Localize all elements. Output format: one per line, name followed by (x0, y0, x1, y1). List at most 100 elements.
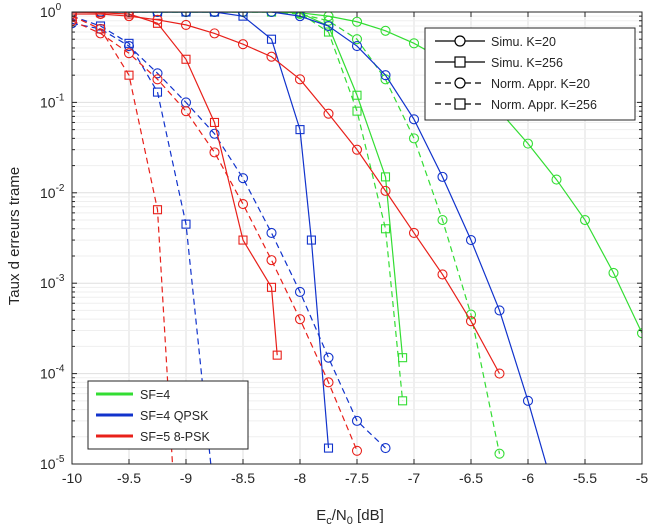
data-point (209, 128, 220, 139)
data-point (522, 395, 534, 406)
data-point (266, 255, 277, 266)
data-point (398, 396, 408, 406)
data-point (494, 448, 505, 459)
data-point (380, 185, 391, 196)
data-point (266, 227, 277, 238)
color-legend-label: SF=4 (140, 388, 170, 402)
x-axis-label: Ec/N0 [dB] (316, 507, 384, 525)
data-point (95, 24, 106, 34)
style-legend-label: Norm. Appr. K=256 (491, 98, 597, 112)
data-point (152, 74, 163, 85)
data-point (494, 305, 505, 316)
data-point (351, 34, 363, 45)
data-point (494, 368, 505, 379)
data-point (294, 12, 306, 22)
x-tick-label: -9 (180, 470, 193, 486)
ticks: -10 -9.5 -9 -8.5 -8 -7.5 -7 -6.5 -6 -5.5 -5 10-5 10-… (40, 2, 648, 486)
y-tick-label: 100 (40, 2, 62, 20)
data-point (181, 54, 191, 64)
data-point (237, 199, 249, 210)
data-point (351, 415, 363, 426)
x-tick-label: -7.5 (345, 470, 369, 486)
data-point (123, 48, 135, 59)
series-sf-5-8-psk-circle-dashed (72, 15, 363, 456)
data-point (352, 90, 362, 100)
style-legend-marker (454, 35, 466, 47)
series-layer (72, 12, 642, 464)
series-line (72, 12, 547, 464)
x-tick-label: -7 (408, 470, 421, 486)
x-tick-label: -5 (636, 470, 649, 486)
y-tick-label: 10-1 (40, 92, 65, 110)
color-legend-label: SF=5 8-PSK (140, 430, 210, 444)
x-tick-label: -5.5 (573, 470, 597, 486)
series-line (72, 22, 386, 449)
data-point (152, 12, 163, 17)
series-line (72, 12, 330, 449)
series-line (72, 12, 642, 334)
y-tick-label: 10-5 (40, 454, 65, 472)
style-legend-label: Norm. Appr. K=20 (491, 77, 590, 91)
y-axis-label: Taux d erreurs trame (6, 167, 23, 305)
data-point (124, 70, 134, 80)
data-point (551, 174, 562, 185)
data-point (152, 87, 163, 97)
x-axis-label-main: E (316, 507, 326, 524)
y-tick-label: 10-2 (40, 183, 65, 201)
data-point (380, 70, 391, 81)
x-tick-label: -10 (62, 470, 82, 486)
data-point (95, 12, 106, 17)
y-tick-label: 10-4 (40, 364, 65, 382)
data-point (465, 316, 477, 327)
data-point (152, 18, 163, 28)
data-point (398, 353, 408, 363)
data-point (323, 352, 334, 363)
data-point (437, 214, 448, 226)
data-point (408, 133, 420, 144)
series-line (72, 15, 174, 464)
x-tick-label: -6.5 (459, 470, 483, 486)
style-legend-marker (454, 77, 466, 89)
data-point (295, 125, 305, 135)
x-axis-label-sub2: 0 (347, 515, 353, 525)
data-point (266, 12, 277, 18)
style-legend-marker (454, 98, 466, 110)
series-line (72, 15, 212, 464)
data-point (209, 12, 220, 17)
data-point (380, 172, 391, 182)
data-point (294, 314, 306, 325)
x-tick-label: -8 (294, 470, 307, 486)
series-sf-5-8-psk-square-dashed (72, 12, 174, 464)
data-point (124, 38, 134, 48)
color-legend-label: SF=4 QPSK (140, 409, 209, 423)
data-point (608, 267, 619, 278)
series-line (72, 12, 404, 358)
data-point (408, 38, 420, 49)
data-point (351, 16, 363, 27)
data-point (323, 20, 334, 32)
data-point (579, 214, 591, 226)
style-legend-marker (454, 56, 466, 68)
data-point (636, 328, 642, 339)
data-point (351, 445, 363, 456)
data-point (465, 235, 477, 246)
data-point (323, 377, 334, 388)
data-point (266, 51, 277, 62)
data-point (180, 106, 192, 117)
series-line (72, 12, 278, 356)
data-point (237, 173, 249, 184)
data-point (351, 41, 363, 52)
data-point (323, 15, 334, 26)
data-point (294, 286, 306, 298)
data-point (266, 282, 277, 292)
data-point (323, 443, 334, 453)
data-point (72, 15, 78, 26)
data-point (181, 219, 191, 229)
style-legend-label: Simu. K=20 (491, 35, 556, 49)
data-point (124, 12, 134, 19)
x-tick-label: -6 (522, 470, 535, 486)
data-point (72, 12, 77, 21)
data-point (380, 224, 391, 234)
data-point (352, 106, 362, 116)
legend-colors: SF=4 SF=4 QPSK SF=5 8-PSK (87, 380, 249, 450)
